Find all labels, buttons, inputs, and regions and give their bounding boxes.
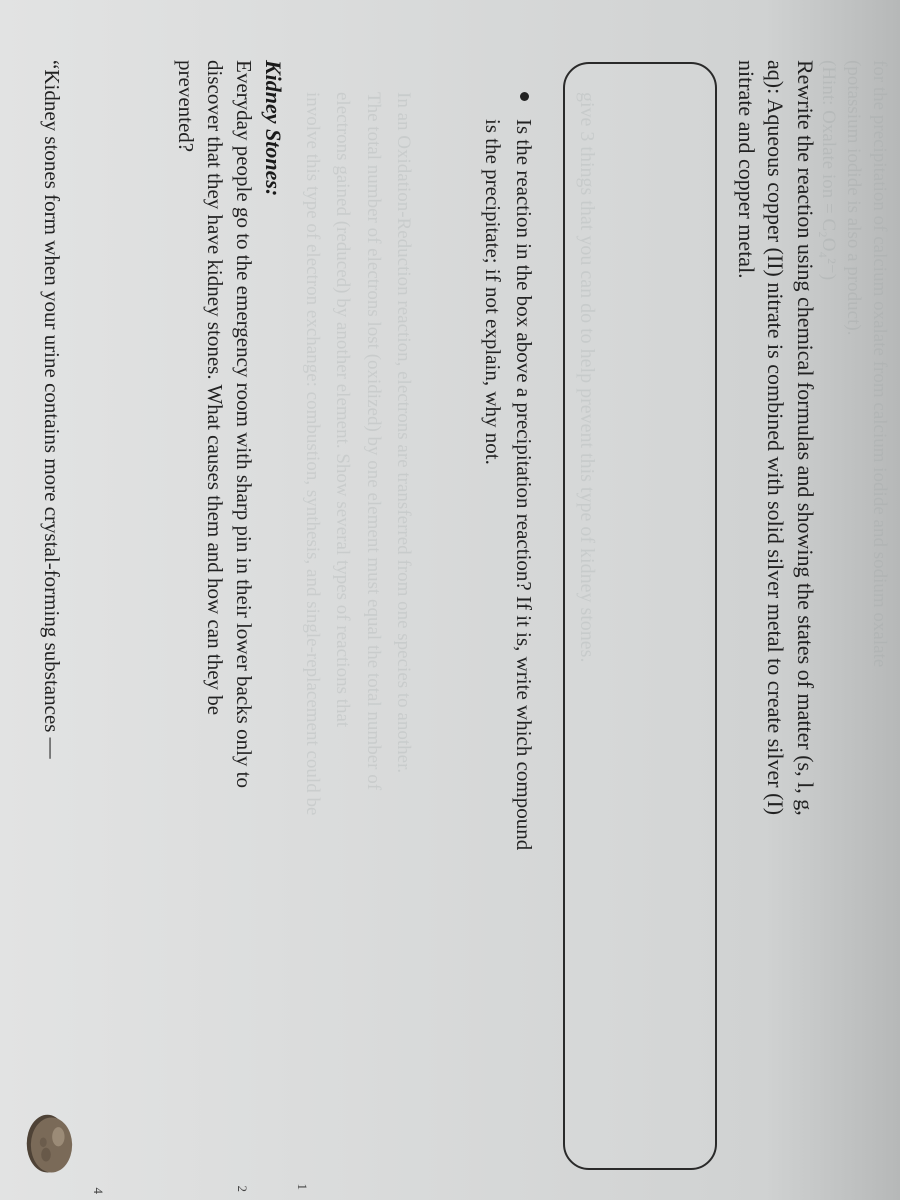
ghost-line: (potassium iodide is also a product). [841, 60, 867, 667]
content-area: Rewrite the reaction using chemical form… [170, 60, 820, 1190]
ghost-prior-question: for the precipitation of calcium oxalate… [815, 60, 892, 667]
footer-row: “Kidney stones form when your urine cont… [24, 60, 79, 1180]
answer-box: give 3 things that you can do to help pr… [563, 62, 717, 1170]
main-question: Rewrite the reaction using chemical form… [731, 60, 820, 1190]
ghost-box-text: give 3 things that you can do to help pr… [575, 92, 598, 662]
bullet-icon [520, 92, 529, 101]
question-line: aq): Aqueous copper (II) nitrate is comb… [763, 60, 788, 815]
worksheet-page: for the precipitation of calcium oxalate… [0, 0, 900, 1200]
kidney-line: discover that they have kidney stones. W… [203, 60, 227, 715]
margin-number: 2 [234, 1186, 250, 1193]
ghost-line: The total number of electrons lost (oxid… [357, 92, 387, 1180]
margin-number: 4 [90, 1188, 106, 1195]
margin-numbers: 1 2 4 [90, 1164, 310, 1194]
kidney-line: Everyday people go to the emergency room… [233, 60, 257, 788]
ghost-redox-paragraph: In an Oxidation-Reduction reaction, elec… [297, 92, 419, 1180]
kidney-line: prevented? [174, 60, 198, 152]
question-line: nitrate and copper metal. [734, 60, 759, 279]
kidney-stone-image [24, 1110, 79, 1180]
ghost-line: for the precipitation of calcium oxalate… [866, 60, 892, 667]
ghost-line: In an Oxidation-Reduction reaction, elec… [388, 92, 418, 1180]
ghost-line: electrons gained (reduced) by another el… [327, 92, 357, 1180]
margin-number: 1 [294, 1184, 310, 1191]
subq-line: Is the reaction in the box above a preci… [512, 119, 536, 850]
question-line: Rewrite the reaction using chemical form… [793, 60, 818, 816]
kidney-stones-paragraph: Everyday people go to the emergency room… [170, 60, 258, 1190]
sub-question-row: Is the reaction in the box above a preci… [478, 92, 539, 1190]
ghost-line: involve this type of electron exchange: … [297, 92, 327, 1180]
sub-question: Is the reaction in the box above a preci… [478, 119, 539, 850]
kidney-stones-title: Kidney Stones: [261, 60, 287, 1190]
subq-line: is the precipitate; if not explain, why … [482, 119, 506, 465]
footer-quote: “Kidney stones form when your urine cont… [39, 60, 64, 1096]
